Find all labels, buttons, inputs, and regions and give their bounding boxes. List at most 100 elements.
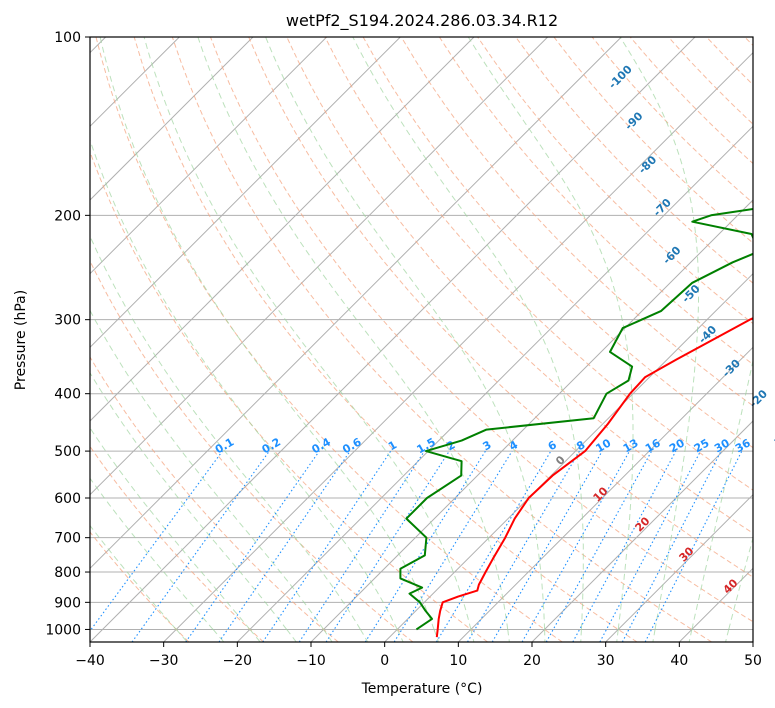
moist-adiabat [90, 427, 251, 630]
moist-adiabat [143, 37, 472, 630]
mixing-ratio-line [185, 450, 320, 642]
isotherm-label: -90 [622, 109, 645, 132]
y-axis-ticks: 100 200 300 400 500 600 700 800 900 1000 [45, 30, 90, 638]
y-tick-label: 800 [54, 565, 81, 581]
mixing-ratio-label: 25 [692, 436, 712, 455]
dry-adiabat [90, 531, 190, 642]
moist-adiabat [467, 37, 634, 630]
background-reference-lines [90, 37, 753, 642]
y-tick-label: 1000 [45, 622, 81, 638]
x-tick-label: 10 [449, 653, 467, 669]
dry-adiabat [515, 37, 753, 284]
mixing-ratio-line [262, 450, 392, 642]
moist-adiabat [249, 629, 261, 642]
moist-adiabat [323, 629, 333, 642]
moist-adiabat [728, 536, 753, 630]
dry-adiabat [553, 37, 753, 244]
moist-adiabat [90, 235, 361, 630]
moist-adiabat [470, 629, 475, 642]
wet-bulb-label: 30 [677, 544, 697, 564]
y-tick-label: 200 [54, 208, 81, 224]
x-tick-label: 40 [670, 653, 688, 669]
plot-frame [89, 36, 754, 643]
mixing-ratio-line [621, 450, 722, 642]
wet-bulb-label: 40 [721, 576, 741, 596]
isotherm-line [236, 125, 753, 642]
x-tick-label: 30 [597, 653, 615, 669]
isotherm-line [752, 641, 753, 642]
isotherm-line [605, 493, 753, 642]
isotherm-line [90, 37, 401, 349]
mixing-ratio-label: 10 [594, 436, 614, 455]
x-tick-label: −30 [149, 653, 179, 669]
dry-adiabat [90, 356, 339, 642]
moist-adiabat [175, 629, 188, 642]
moist-adiabat [616, 629, 619, 642]
moist-adiabat [580, 629, 582, 642]
moist-adiabat [691, 358, 753, 630]
isotherm-label: -20 [747, 387, 770, 410]
y-axis-label: Pressure (hPa) [13, 290, 29, 390]
moist-adiabat [90, 138, 398, 630]
mixing-ratio-line [467, 450, 580, 642]
moist-adiabat [212, 629, 225, 642]
y-tick-label: 600 [54, 491, 81, 507]
x-tick-label: 0 [380, 653, 389, 669]
moist-adiabat [652, 629, 656, 642]
isotherm-line [384, 272, 753, 642]
x-tick-label: 20 [523, 653, 541, 669]
moist-adiabat [90, 477, 214, 630]
dry-adiabat [171, 37, 712, 642]
moist-adiabat [90, 524, 177, 630]
mixing-ratio-label: 0.2 [260, 435, 283, 456]
isotherm-label: -50 [679, 282, 702, 305]
x-axis-ticks: −40 −30 −20 −10 0 10 20 30 40 50 [75, 642, 762, 669]
y-tick-label: 100 [54, 30, 81, 46]
moist-adiabat [359, 629, 369, 642]
y-tick-label: 400 [54, 387, 81, 403]
dry-adiabat [400, 37, 753, 407]
mixing-ratio-line [435, 450, 552, 642]
isotherm-line [90, 37, 696, 642]
isotherm-line [163, 51, 753, 642]
mixing-ratio-label: 20 [667, 436, 687, 455]
wet-bulb-label: 10 [591, 484, 611, 504]
y-tick-label: 700 [54, 531, 81, 547]
isotherm-line [457, 346, 753, 642]
sounding-profiles [399, 207, 753, 638]
isotherm-line [90, 37, 549, 496]
chart-title: wetPf2_S194.2024.286.03.34.R12 [286, 11, 558, 31]
dry-adiabat [133, 37, 638, 642]
mixing-ratio-line [491, 450, 603, 642]
mixing-ratio-line [218, 450, 351, 642]
x-axis-label: Temperature (°C) [361, 681, 483, 697]
moist-adiabat [265, 37, 546, 630]
dry-adiabat [248, 37, 753, 578]
moist-adiabat [433, 629, 439, 642]
dry-adiabat [90, 445, 264, 642]
moist-adiabat [197, 37, 509, 630]
moist-adiabat [90, 371, 288, 630]
x-tick-label: −10 [296, 653, 326, 669]
moist-adiabat [352, 37, 584, 630]
isotherm-line [531, 420, 753, 642]
temperature-profile-line [435, 317, 753, 638]
moist-adiabat [507, 629, 510, 642]
dry-adiabat [324, 37, 753, 491]
mixing-ratio-label: 0.4 [310, 435, 334, 456]
mixing-ratio-line [545, 450, 653, 642]
mixing-ratio-label: 13 [621, 436, 641, 455]
isotherm-label: -100 [606, 63, 635, 92]
mixing-ratio-line [521, 450, 630, 642]
x-tick-label: −20 [223, 653, 253, 669]
isotherm-line [90, 37, 328, 275]
isotherm-line [90, 37, 254, 201]
moist-adiabat [99, 37, 435, 630]
wet-bulb-label: 20 [633, 514, 653, 534]
isotherm-label: -10 [769, 422, 775, 445]
x-tick-label: −40 [75, 653, 105, 669]
y-tick-label: 500 [54, 444, 81, 460]
moist-adiabat [286, 629, 297, 642]
mixing-ratio-line [90, 450, 223, 632]
